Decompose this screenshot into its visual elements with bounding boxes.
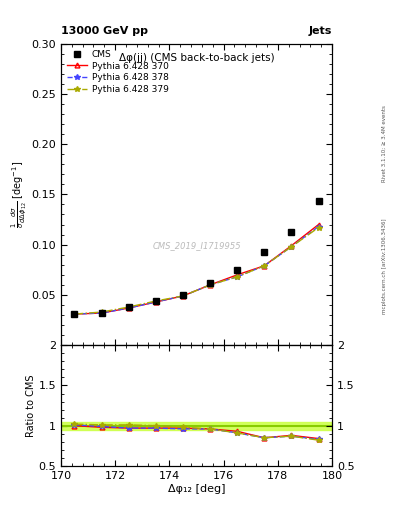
CMS bbox=[127, 304, 131, 310]
Pythia 6.428 370 bbox=[127, 305, 131, 311]
Pythia 6.428 379 bbox=[127, 304, 131, 310]
CMS bbox=[316, 198, 321, 204]
Pythia 6.428 378 bbox=[72, 311, 77, 317]
Text: Rivet 3.1.10; ≥ 3.4M events: Rivet 3.1.10; ≥ 3.4M events bbox=[382, 105, 387, 182]
Pythia 6.428 379 bbox=[316, 224, 321, 230]
CMS bbox=[208, 280, 213, 286]
Pythia 6.428 379 bbox=[208, 282, 213, 288]
Pythia 6.428 378 bbox=[235, 274, 240, 280]
Pythia 6.428 370 bbox=[72, 311, 77, 317]
Pythia 6.428 379 bbox=[99, 309, 104, 315]
Line: CMS: CMS bbox=[72, 198, 321, 317]
X-axis label: Δφ₁₂ [deg]: Δφ₁₂ [deg] bbox=[168, 483, 225, 494]
CMS bbox=[235, 267, 240, 273]
Line: Pythia 6.428 379: Pythia 6.428 379 bbox=[72, 225, 321, 317]
CMS bbox=[262, 249, 267, 255]
Y-axis label: $\frac{1}{\sigma}\frac{d\sigma}{d\Delta\phi_{12}}$ [deg$^{-1}$]: $\frac{1}{\sigma}\frac{d\sigma}{d\Delta\… bbox=[9, 161, 29, 228]
CMS bbox=[72, 311, 77, 317]
Pythia 6.428 379 bbox=[180, 293, 185, 299]
Line: Pythia 6.428 370: Pythia 6.428 370 bbox=[72, 222, 321, 316]
Pythia 6.428 379 bbox=[235, 274, 240, 280]
Pythia 6.428 379 bbox=[289, 244, 294, 250]
Pythia 6.428 378 bbox=[289, 244, 294, 250]
Pythia 6.428 370 bbox=[153, 299, 158, 305]
CMS bbox=[180, 292, 185, 298]
Pythia 6.428 370 bbox=[180, 293, 185, 299]
Y-axis label: Ratio to CMS: Ratio to CMS bbox=[26, 374, 36, 437]
Pythia 6.428 378 bbox=[127, 305, 131, 311]
CMS bbox=[99, 310, 104, 316]
Text: Jets: Jets bbox=[309, 26, 332, 36]
Pythia 6.428 370 bbox=[235, 272, 240, 278]
Pythia 6.428 379 bbox=[72, 311, 77, 317]
CMS bbox=[289, 228, 294, 234]
Text: mcplots.cern.ch [arXiv:1306.3436]: mcplots.cern.ch [arXiv:1306.3436] bbox=[382, 219, 387, 314]
Pythia 6.428 379 bbox=[262, 263, 267, 269]
Pythia 6.428 370 bbox=[208, 282, 213, 288]
Pythia 6.428 370 bbox=[316, 222, 321, 228]
Pythia 6.428 378 bbox=[180, 293, 185, 299]
Pythia 6.428 379 bbox=[153, 298, 158, 304]
Line: Pythia 6.428 378: Pythia 6.428 378 bbox=[72, 224, 321, 317]
Legend: CMS, Pythia 6.428 370, Pythia 6.428 378, Pythia 6.428 379: CMS, Pythia 6.428 370, Pythia 6.428 378,… bbox=[65, 48, 170, 96]
Pythia 6.428 378 bbox=[99, 310, 104, 316]
Pythia 6.428 378 bbox=[208, 282, 213, 288]
Bar bbox=[61, 422, 332, 430]
Pythia 6.428 370 bbox=[99, 310, 104, 316]
Pythia 6.428 378 bbox=[153, 299, 158, 305]
Pythia 6.428 378 bbox=[262, 263, 267, 269]
Text: Δφ(jj) (CMS back-to-back jets): Δφ(jj) (CMS back-to-back jets) bbox=[119, 53, 274, 62]
Pythia 6.428 370 bbox=[289, 243, 294, 249]
Pythia 6.428 378 bbox=[316, 223, 321, 229]
CMS bbox=[153, 298, 158, 304]
Pythia 6.428 370 bbox=[262, 263, 267, 269]
Text: 13000 GeV pp: 13000 GeV pp bbox=[61, 26, 148, 36]
Text: CMS_2019_I1719955: CMS_2019_I1719955 bbox=[152, 241, 241, 250]
